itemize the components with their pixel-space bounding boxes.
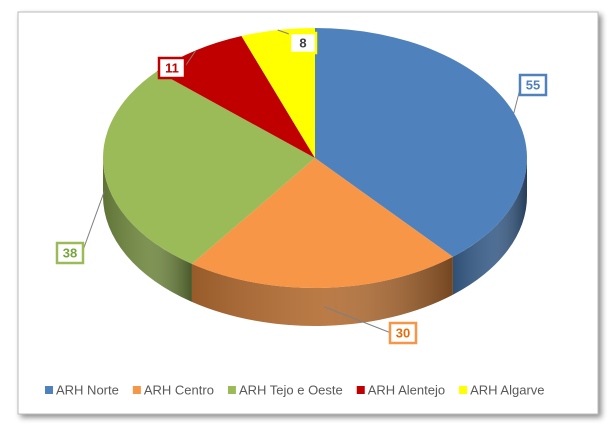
legend-label: ARH Algarve [470, 382, 544, 397]
legend-label: ARH Centro [144, 382, 214, 397]
legend: ARH Norte ARH Centro ARH Tejo e Oeste ARH A… [45, 382, 545, 397]
legend-label: ARH Alentejo [368, 382, 445, 397]
pie-side-shade [103, 158, 192, 302]
pie-slice [315, 28, 527, 257]
label-box [55, 241, 85, 265]
label-box [288, 31, 318, 55]
data-label: 8 [299, 35, 306, 50]
legend-swatch [45, 386, 53, 394]
pie-slice [102, 71, 315, 264]
label-box [157, 56, 187, 80]
data-label: 55 [526, 77, 540, 92]
legend-label: ARH Norte [56, 382, 119, 397]
legend-swatch [459, 386, 468, 394]
pie-slice [191, 158, 453, 288]
legend-label: ARH Tejo e Oeste [239, 382, 343, 397]
pie [102, 28, 527, 326]
legend-swatch [356, 386, 365, 394]
legend-swatch [227, 386, 236, 394]
data-labels: 55 30 38 11 8 [55, 29, 548, 345]
pie-side-shade [452, 158, 527, 295]
data-label: 38 [63, 245, 77, 260]
data-label: 11 [165, 60, 179, 75]
pie-side-shade [191, 256, 453, 326]
pie-slice [157, 36, 315, 159]
label-box [388, 321, 418, 345]
pie-slice [241, 28, 315, 158]
data-label: 30 [396, 325, 410, 340]
label-box [518, 73, 548, 97]
legend-swatch [132, 386, 141, 394]
